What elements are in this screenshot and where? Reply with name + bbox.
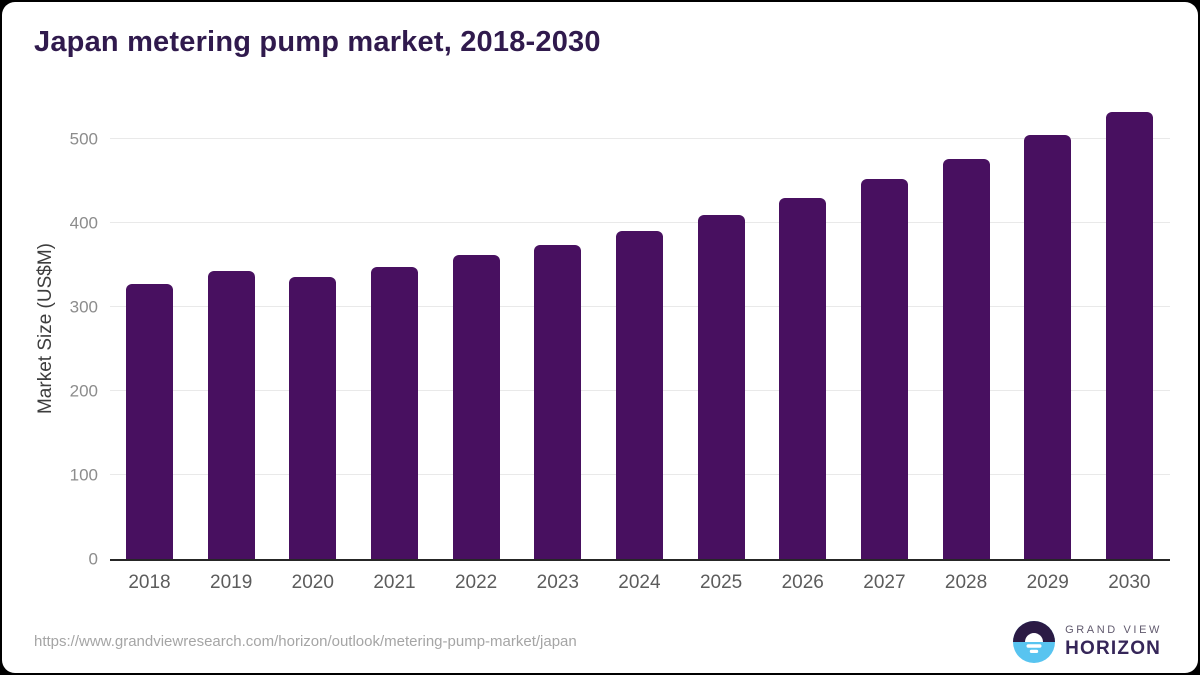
- logo-brand-top: GRAND VIEW: [1065, 624, 1162, 636]
- source-url: https://www.grandviewresearch.com/horizo…: [34, 633, 577, 650]
- bar-2019[interactable]: [207, 270, 255, 559]
- x-axis-labels: 2018 2019 2020 2021 2022 2023 2024 2025 2026 2027…: [126, 572, 1153, 594]
- y-tick-label-400: 400: [69, 213, 98, 233]
- x-tick-label-2029: 2029: [1026, 572, 1069, 593]
- logo-brand-bottom: HORIZON: [1065, 638, 1162, 659]
- bar-2024[interactable]: [615, 231, 663, 559]
- x-tick-2018: 2018: [126, 572, 173, 594]
- x-tick-2022: 2022: [453, 572, 500, 594]
- y-tick-label-500: 500: [69, 129, 98, 149]
- x-tick-label-2030: 2030: [1108, 572, 1151, 593]
- bars: [126, 99, 1153, 559]
- x-tick-label-2027: 2027: [863, 572, 906, 593]
- bar-2028[interactable]: [942, 158, 990, 559]
- bar-2026[interactable]: [779, 198, 827, 559]
- grand-view-horizon-logo-icon: [1013, 621, 1056, 663]
- bar-2020[interactable]: [289, 277, 337, 559]
- x-tick-2029: 2029: [1024, 572, 1071, 594]
- y-tick-label-200: 200: [69, 381, 98, 401]
- x-tick-2023: 2023: [534, 572, 581, 594]
- chart-title: Japan metering pump market, 2018-2030: [34, 26, 601, 58]
- x-tick-2027: 2027: [861, 572, 908, 594]
- y-tick-label-0: 0: [88, 549, 98, 569]
- x-tick-2019: 2019: [208, 572, 255, 594]
- bar-2029[interactable]: [1024, 135, 1072, 559]
- x-tick-label-2025: 2025: [699, 572, 743, 593]
- x-tick-label-2024: 2024: [618, 572, 661, 593]
- gridline-400: [110, 221, 1170, 223]
- x-axis-line: [110, 559, 1170, 561]
- y-tick-label-300: 300: [69, 297, 98, 317]
- x-tick-2020: 2020: [289, 572, 336, 594]
- x-tick-2021: 2021: [371, 572, 418, 594]
- x-tick-2024: 2024: [616, 572, 663, 594]
- bar-2021[interactable]: [370, 267, 418, 559]
- bar-2027[interactable]: [860, 178, 908, 559]
- bar-2030[interactable]: [1105, 111, 1153, 559]
- x-tick-label-2018: 2018: [128, 572, 171, 593]
- plot-area: 2018 2019 2020 2021 2022 2023 2024 2025 2026 2027…: [110, 99, 1170, 593]
- x-tick-label-2021: 2021: [373, 572, 416, 593]
- x-tick-label-2020: 2020: [291, 572, 334, 593]
- bar-2022[interactable]: [452, 255, 500, 559]
- x-tick-2026: 2026: [779, 572, 826, 594]
- bar-2023[interactable]: [534, 244, 582, 559]
- x-tick-label-2026: 2026: [781, 572, 824, 593]
- gridline-500: [110, 137, 1170, 139]
- bar-2025[interactable]: [697, 215, 745, 559]
- logo-text: GRAND VIEW HORIZON: [1065, 624, 1162, 660]
- x-tick-2030: 2030: [1106, 572, 1153, 594]
- y-axis-ticks: 0 100 200 300 400 500: [2, 99, 98, 567]
- y-tick-label-100: 100: [69, 465, 98, 485]
- x-tick-label-2028: 2028: [944, 572, 988, 593]
- bar-2018[interactable]: [126, 284, 173, 559]
- x-tick-label-2019: 2019: [210, 572, 253, 593]
- x-tick-2025: 2025: [698, 572, 745, 594]
- x-tick-label-2022: 2022: [454, 572, 498, 593]
- x-tick-label-2023: 2023: [536, 572, 579, 593]
- grand-view-horizon-logo: GRAND VIEW HORIZON: [1013, 621, 1162, 663]
- x-tick-2028: 2028: [943, 572, 990, 594]
